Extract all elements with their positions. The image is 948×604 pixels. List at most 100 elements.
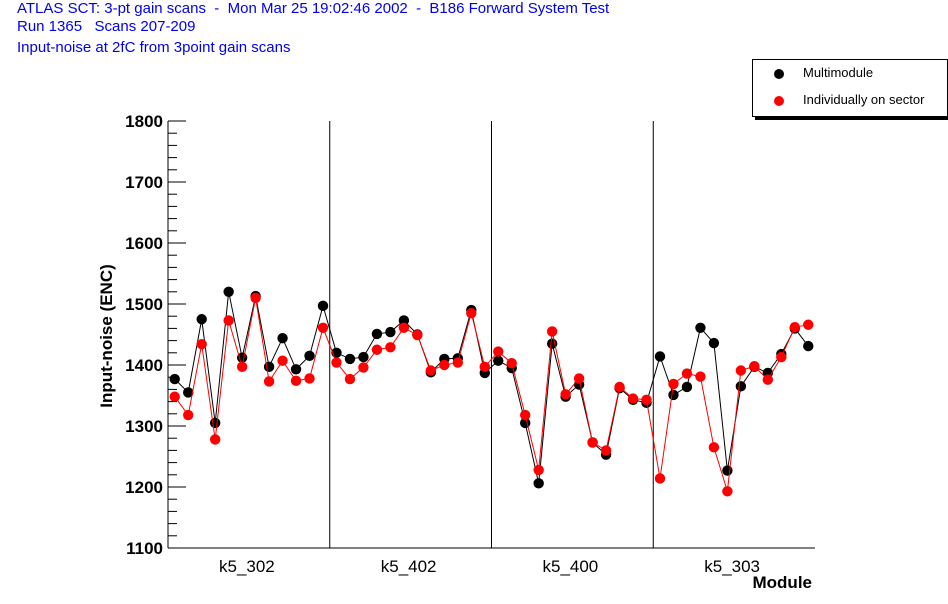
data-point-0: [183, 387, 194, 398]
data-point-1: [560, 389, 571, 400]
data-point-1: [479, 361, 490, 373]
data-point-1: [236, 361, 248, 373]
y-tick-label: 1500: [125, 295, 163, 314]
data-point-1: [452, 357, 464, 368]
data-point-0: [304, 350, 315, 362]
data-point-1: [641, 394, 652, 405]
y-tick-label: 1700: [125, 173, 163, 192]
data-point-1: [398, 322, 410, 333]
data-point-0: [546, 338, 558, 349]
data-point-0: [708, 337, 720, 349]
data-point-0: [371, 328, 383, 340]
data-point-1: [654, 473, 666, 484]
data-point-0: [358, 351, 369, 363]
data-point-0: [668, 389, 679, 401]
data-point-0: [533, 478, 544, 489]
data-point-0: [695, 322, 706, 333]
data-point-0: [493, 355, 504, 366]
group-separators: [329, 121, 654, 548]
data-point-1: [587, 437, 598, 448]
data-point-1: [493, 346, 504, 357]
data-point-1: [614, 381, 625, 393]
data-point-1: [506, 357, 517, 369]
data-point-1: [425, 365, 437, 376]
legend-label: Multimodule: [803, 65, 874, 80]
y-axis-title: Input-noise (ENC): [97, 264, 116, 408]
chart-header-line-1: ATLAS SCT: 3-pt gain scans - Mon Mar 25 …: [17, 0, 610, 17]
data-point-1: [183, 409, 194, 421]
y-tick-label: 1600: [125, 234, 163, 253]
y-tick-label: 1200: [125, 478, 163, 497]
data-point-1: [627, 393, 639, 404]
data-point-1: [546, 326, 558, 337]
data-point-1: [196, 339, 207, 350]
data-point-1: [371, 344, 383, 355]
data-point-0: [317, 300, 329, 312]
data-point-1: [277, 355, 288, 366]
data-point-1: [439, 359, 450, 371]
data-point-1: [412, 329, 423, 341]
series: [169, 286, 814, 497]
data-point-0: [654, 351, 666, 362]
data-point-1: [250, 292, 261, 304]
data-point-1: [317, 322, 329, 333]
data-point-1: [209, 434, 221, 445]
data-point-1: [573, 373, 585, 384]
data-point-1: [304, 373, 315, 384]
data-point-0: [344, 353, 356, 365]
data-point-1: [263, 376, 275, 387]
data-point-1: [749, 361, 760, 372]
y-tick-label: 1400: [125, 356, 163, 375]
data-point-1: [681, 368, 693, 379]
data-point-1: [762, 374, 774, 385]
data-point-1: [344, 373, 356, 385]
legend-marker-black: [774, 69, 784, 79]
data-point-1: [722, 486, 733, 497]
data-point-0: [735, 381, 747, 392]
legend: Multimodule Individually on sector: [752, 59, 948, 117]
data-point-1: [385, 342, 396, 353]
data-point-1: [789, 321, 800, 333]
data-point-0: [385, 326, 396, 338]
data-point-1: [290, 375, 302, 387]
y-tick-label: 1300: [125, 417, 163, 436]
chart-header-line-3: Input-noise at 2fC from 3point gain scan…: [17, 39, 291, 56]
data-point-0: [263, 361, 275, 373]
data-point-1: [803, 319, 814, 330]
data-point-0: [209, 417, 221, 429]
data-point-1: [331, 357, 342, 368]
data-point-0: [398, 315, 410, 326]
data-point-0: [722, 465, 733, 476]
chart-header-line-2: Run 1365 Scans 207-209: [17, 18, 196, 35]
group-label: k5_402: [381, 557, 437, 576]
data-point-0: [277, 332, 288, 344]
data-point-0: [223, 286, 234, 297]
data-point-0: [681, 381, 693, 393]
data-point-1: [358, 362, 369, 373]
data-point-1: [695, 371, 706, 382]
data-point-0: [169, 373, 180, 385]
group-label: k5_302: [219, 557, 275, 576]
data-point-0: [196, 314, 207, 325]
data-point-0: [290, 364, 302, 375]
group-label: k5_303: [704, 557, 760, 576]
data-point-1: [533, 464, 544, 476]
data-point-1: [223, 315, 234, 326]
data-point-1: [519, 409, 531, 421]
legend-label: Individually on sector: [803, 92, 925, 107]
x-axis-title: Module: [753, 573, 813, 592]
data-point-0: [803, 340, 814, 352]
group-label: k5_400: [542, 557, 598, 576]
data-point-1: [735, 365, 747, 376]
legend-item-individual: Individually on sector: [753, 91, 947, 111]
data-point-1: [466, 307, 477, 319]
data-point-1: [776, 351, 787, 363]
axes: k5_302 k5_402 k5_400 k5_303 1100 1200 1300 1400…: [125, 112, 815, 576]
y-tick-label: 1800: [125, 112, 163, 131]
data-point-1: [600, 445, 612, 456]
data-point-1: [668, 378, 679, 390]
legend-marker-red: [774, 96, 784, 106]
data-point-1: [708, 442, 720, 453]
data-point-1: [169, 391, 180, 402]
